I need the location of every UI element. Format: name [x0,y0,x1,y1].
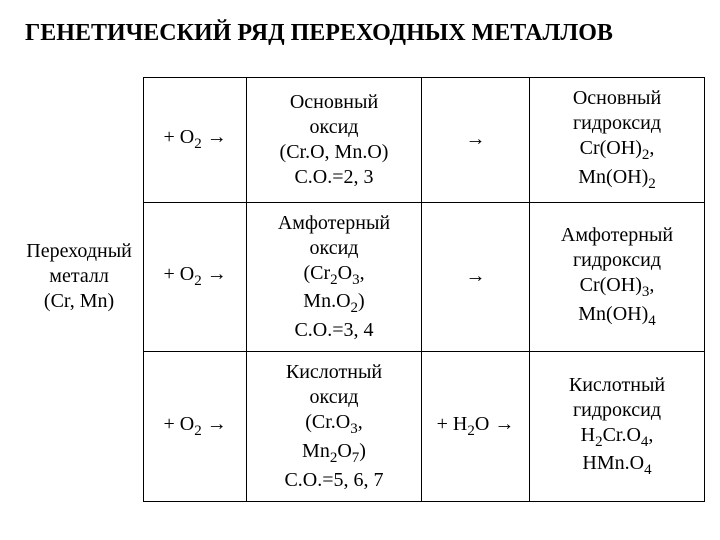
text-line: (Cr, Mn) [44,290,114,312]
text-line: Cr(OH)3, [580,274,655,296]
text-line: Cr(OH)2, [580,137,655,159]
text-line: (Cr2O3, [303,262,364,284]
text-line: Основный [290,91,378,113]
text-line: С.О.=3, 4 [294,319,373,341]
empty-cell [15,78,144,203]
text-line: гидроксид [573,249,661,271]
text-line: (Cr.O, Mn.O) [280,141,389,163]
table-row: + O2 → Основный оксид (Cr.O, Mn.O) С.О.=… [15,78,705,203]
arrow-cell: → [421,78,529,203]
metal-cell: Переходный металл (Cr, Mn) [15,202,144,352]
text-line: С.О.=2, 3 [294,166,373,188]
text-line: оксид [310,237,359,259]
empty-cell [15,352,144,502]
table-row: + O2 → Кислотный оксид (Cr.O3, Mn2O7) С.… [15,352,705,502]
text-line: С.О.=5, 6, 7 [284,469,383,491]
text-line: гидроксид [573,399,661,421]
arrow-cell: + H2O → [421,352,529,502]
reagent-cell: + O2 → [144,352,247,502]
text-line: гидроксид [573,112,661,134]
oxide-cell: Основный оксид (Cr.O, Mn.O) С.О.=2, 3 [247,78,422,203]
text-line: металл [49,265,109,287]
text-line: Амфотерный [278,212,390,234]
text-line: Кислотный [286,361,382,383]
hydroxide-cell: Амфотерный гидроксид Cr(OH)3, Mn(OH)4 [530,202,705,352]
text-line: Mn2O7) [302,440,366,462]
text-line: HMn.O4 [582,452,651,474]
text-line: Амфотерный [561,224,673,246]
hydroxide-cell: Кислотный гидроксид H2Cr.O4, HMn.O4 [530,352,705,502]
genetic-series-table: + O2 → Основный оксид (Cr.O, Mn.O) С.О.=… [15,77,705,502]
reagent-cell: + O2 → [144,202,247,352]
text-line: Основный [573,87,661,109]
text-line: оксид [310,116,359,138]
arrow-cell: → [421,202,529,352]
reagent-cell: + O2 → [144,78,247,203]
hydroxide-cell: Основный гидроксид Cr(OH)2, Mn(OH)2 [530,78,705,203]
oxide-cell: Амфотерный оксид (Cr2O3, Mn.O2) С.О.=3, … [247,202,422,352]
text-line: Mn(OH)2 [578,166,656,188]
text-line: Кислотный [569,374,665,396]
text-line: Переходный [26,240,132,262]
page-title: ГЕНЕТИЧЕСКИЙ РЯД ПЕРЕХОДНЫХ МЕТАЛЛОВ [25,20,705,47]
text-line: H2Cr.O4, [581,424,654,446]
oxide-cell: Кислотный оксид (Cr.O3, Mn2O7) С.О.=5, 6… [247,352,422,502]
table-row: Переходный металл (Cr, Mn) + O2 → Амфоте… [15,202,705,352]
text-line: Mn.O2) [303,290,364,312]
text-line: Mn(OH)4 [578,303,656,325]
text-line: (Cr.O3, [305,411,363,433]
text-line: оксид [310,386,359,408]
